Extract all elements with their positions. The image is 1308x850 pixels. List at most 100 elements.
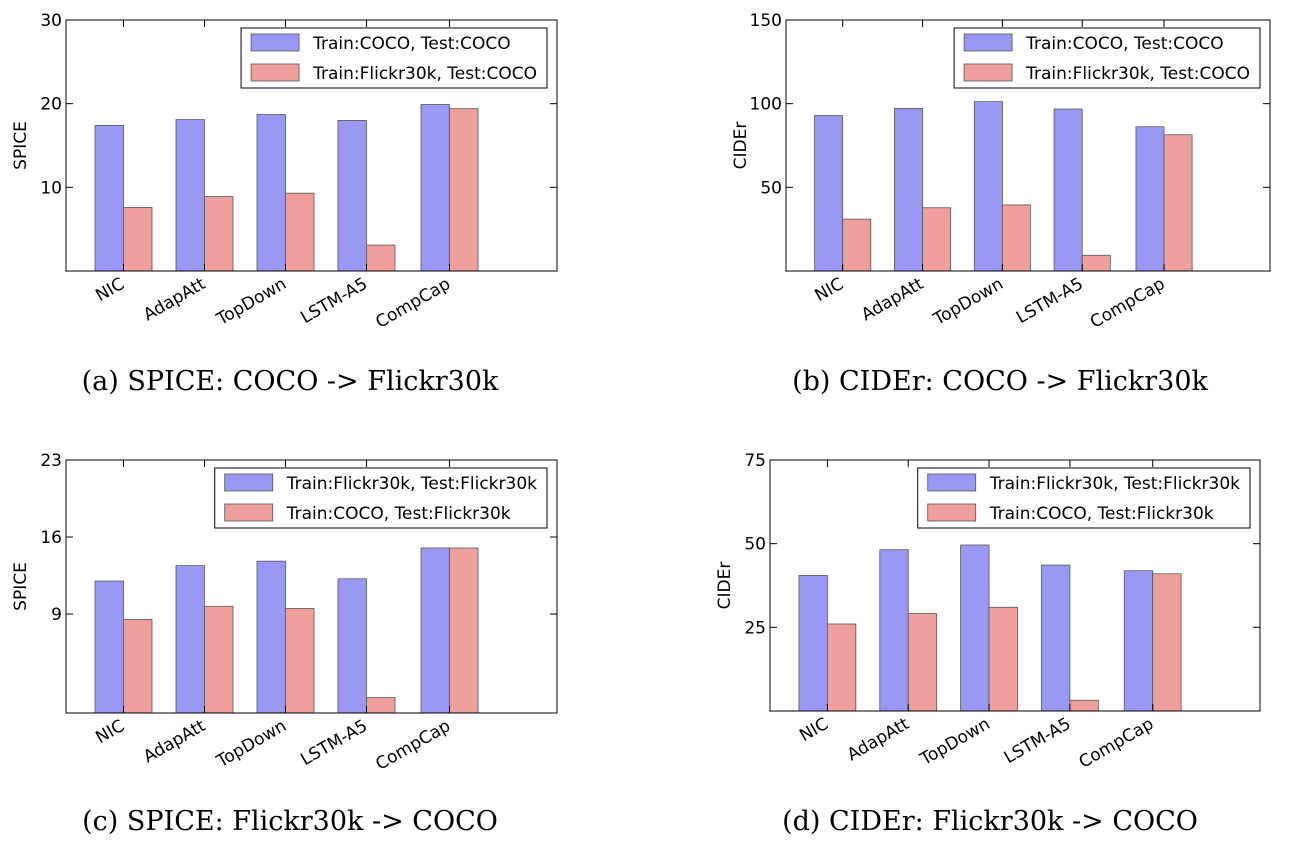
x-tick-label: AdapAtt: [844, 714, 913, 765]
legend: Train:Flickr30k, Test:Flickr30k Train:COC…: [214, 467, 548, 529]
bar-compcap-series1: [1123, 570, 1154, 712]
bar-topdown-series1: [973, 101, 1003, 272]
bar-adapatt-series1: [894, 107, 923, 272]
y-tick-label: 30: [40, 11, 62, 31]
x-tick-label: AdapAtt: [140, 274, 209, 325]
legend-entry-label: Train:COCO, Test:Flickr30k: [286, 504, 511, 524]
legend-entry-label: Train:Flickr30k, Test:Flickr30k: [989, 474, 1240, 494]
bar-lstm-a5-series2: [1069, 699, 1099, 712]
bar-adapatt-series2: [922, 207, 952, 272]
x-tick-label: NIC: [92, 716, 128, 748]
legend-swatch: [224, 473, 274, 492]
legend-entry-label: Train:Flickr30k, Test:COCO: [312, 64, 537, 84]
plot-frame: [65, 19, 558, 272]
y-tick-label: 9: [51, 605, 62, 625]
x-tick-label: NIC: [92, 274, 128, 306]
x-tick-label: LSTM-A5: [1013, 274, 1087, 328]
bar-compcap-series1: [420, 547, 450, 714]
bar-nic-series2: [123, 619, 153, 714]
bar-adapatt-series2: [204, 196, 234, 272]
bar-nic-series1: [814, 115, 844, 272]
legend-entry-label: Train:COCO, Test:COCO: [1025, 34, 1224, 54]
legend: Train:Flickr30k, Test:Flickr30k Train:COC…: [917, 467, 1251, 529]
x-tick-label: CompCap: [1076, 714, 1158, 773]
y-tick-label: 150: [750, 11, 782, 31]
legend-entry-label: Train:Flickr30k, Test:Flickr30k: [286, 474, 537, 494]
bar-topdown-series1: [256, 114, 286, 272]
y-tick-label: 23: [40, 451, 62, 471]
figure-caption: (a) SPICE: COCO -> Flickr30k: [82, 366, 499, 397]
plot-frame: [769, 459, 1261, 712]
bar-compcap-series2: [1152, 573, 1182, 712]
chart-panel-4: 25 50 75 NIC AdapAtt TopDown LSTM-A5 CompCap CID…: [715, 451, 1261, 837]
bar-compcap-series2: [449, 108, 479, 272]
bar-topdown-series2: [988, 606, 1018, 712]
bar-adapatt-series2: [907, 613, 938, 712]
legend-swatch: [224, 503, 274, 522]
plot-frame: [65, 459, 558, 714]
bar-compcap-series1: [1135, 126, 1165, 272]
bar-nic-series2: [842, 218, 872, 272]
y-axis-label: SPICE: [11, 562, 31, 611]
figure-caption: (c) SPICE: Flickr30k -> COCO: [82, 806, 498, 837]
legend-swatch: [927, 473, 977, 492]
y-tick-label: 10: [40, 178, 62, 198]
bar-compcap-series1: [420, 104, 450, 272]
bar-adapatt-series2: [204, 605, 234, 714]
x-tick-label: LSTM-A5: [1001, 714, 1075, 768]
bar-lstm-a5-series2: [1081, 254, 1111, 272]
x-tick-label: CompCap: [372, 274, 454, 333]
legend-swatch: [250, 63, 300, 82]
x-tick-label: TopDown: [213, 274, 290, 330]
x-tick-label: CompCap: [372, 716, 454, 775]
plot-frame: [785, 19, 1271, 272]
bar-lstm-a5-series1: [1041, 564, 1071, 712]
bar-compcap-series2: [1163, 134, 1193, 272]
x-tick-label: CompCap: [1087, 274, 1169, 333]
figure-caption: (d) CIDEr: Flickr30k -> COCO: [782, 806, 1198, 837]
bar-lstm-a5-series2: [366, 244, 396, 272]
legend-entry-label: Train:COCO, Test:COCO: [312, 34, 511, 54]
bar-topdown-series2: [285, 608, 315, 714]
chart-panel-3: 9 16 23 NIC AdapAtt TopDown LSTM-A5 CompCap SPIC…: [11, 451, 558, 837]
bar-lstm-a5-series2: [366, 697, 396, 714]
x-tick-label: TopDown: [929, 274, 1006, 330]
bar-topdown-series1: [960, 544, 990, 712]
legend: Train:COCO, Test:COCO Train:Flickr30k, Te…: [240, 27, 548, 89]
bar-lstm-a5-series1: [337, 578, 367, 714]
x-tick-label: NIC: [796, 714, 832, 746]
bar-nic-series1: [94, 125, 124, 272]
x-tick-label: TopDown: [916, 714, 993, 770]
x-tick-label: TopDown: [213, 716, 290, 772]
bar-nic-series1: [798, 575, 828, 712]
legend-swatch: [250, 33, 300, 52]
bar-lstm-a5-series1: [1053, 108, 1083, 272]
y-tick-label: 50: [744, 535, 766, 555]
x-tick-label: AdapAtt: [858, 274, 927, 325]
y-tick-label: 100: [750, 95, 782, 115]
y-axis-label: SPICE: [11, 121, 31, 170]
bar-topdown-series2: [1001, 204, 1031, 272]
y-tick-label: 25: [744, 618, 766, 638]
legend-entry-label: Train:Flickr30k, Test:COCO: [1025, 64, 1250, 84]
legend-swatch: [963, 33, 1013, 52]
x-tick-label: LSTM-A5: [297, 716, 371, 770]
x-tick-label: AdapAtt: [140, 716, 209, 767]
bar-nic-series2: [826, 623, 857, 712]
legend-swatch: [963, 63, 1013, 82]
bar-compcap-series2: [449, 547, 479, 714]
bar-adapatt-series1: [175, 565, 205, 714]
chart-panel-2: 50 100 150 NIC AdapAtt TopDown LSTM-A5 CompCap C…: [731, 11, 1271, 397]
bar-nic-series2: [123, 207, 153, 272]
y-axis-label: CIDEr: [731, 122, 751, 170]
bar-adapatt-series1: [175, 119, 205, 272]
y-tick-label: 50: [760, 178, 782, 198]
y-axis-label: CIDEr: [715, 562, 735, 610]
y-tick-label: 16: [40, 528, 62, 548]
bar-topdown-series2: [285, 192, 315, 272]
legend: Train:COCO, Test:COCO Train:Flickr30k, Te…: [953, 27, 1261, 89]
y-tick-label: 20: [40, 95, 62, 115]
bar-lstm-a5-series1: [337, 120, 367, 272]
legend-entry-label: Train:COCO, Test:Flickr30k: [989, 504, 1214, 524]
chart-panel-1: 10 20 30 NIC AdapAtt TopDown LSTM-A5 CompCap SPI…: [11, 11, 558, 397]
